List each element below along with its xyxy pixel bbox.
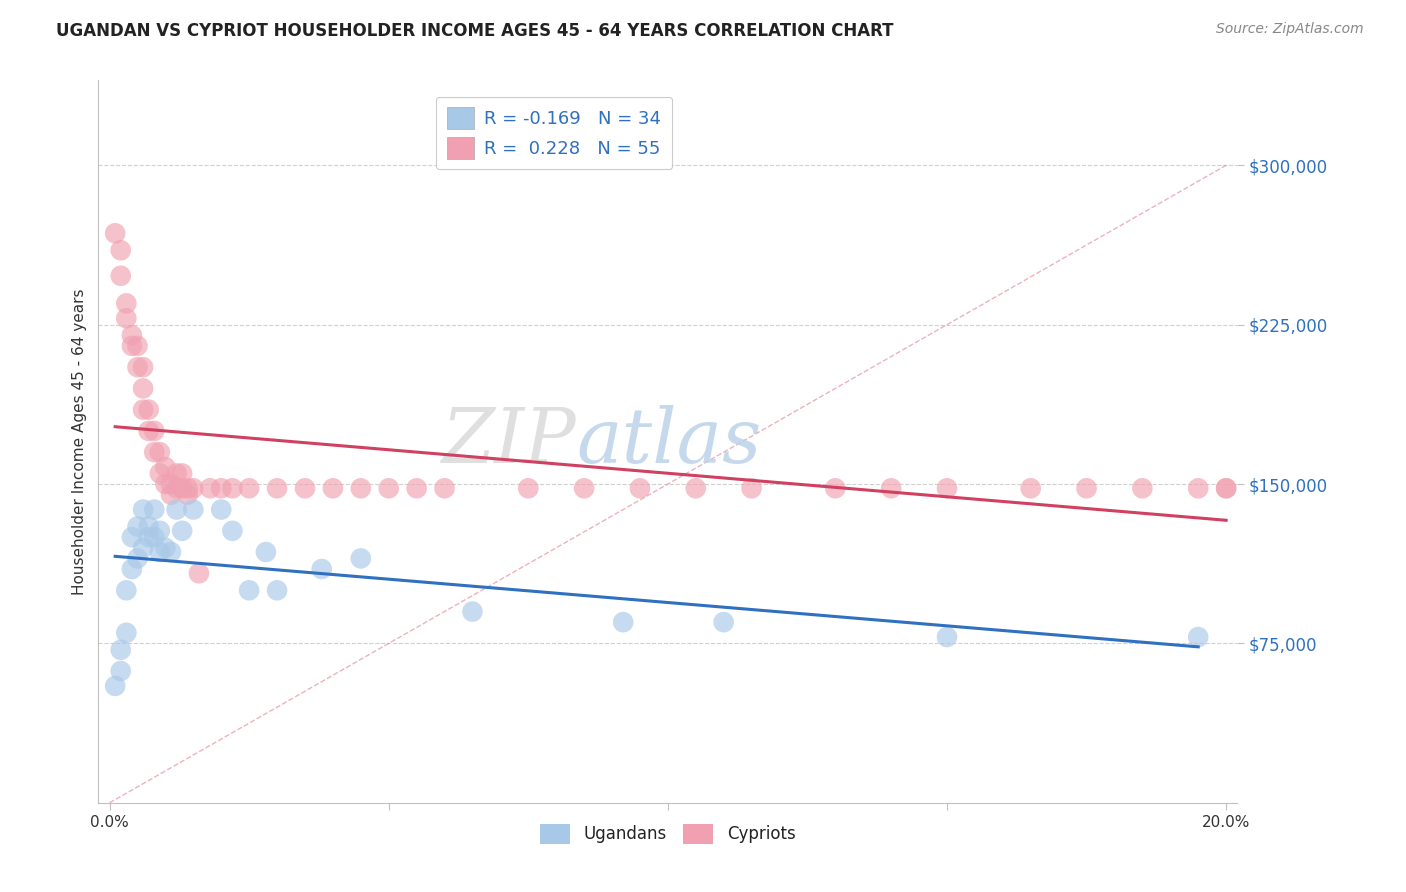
- Point: [177, 488, 200, 502]
- Point: [209, 502, 232, 516]
- Point: [377, 481, 399, 495]
- Point: [350, 551, 373, 566]
- Point: [1187, 630, 1209, 644]
- Point: [127, 360, 149, 375]
- Point: [149, 467, 172, 481]
- Point: [166, 502, 188, 516]
- Point: [166, 481, 188, 495]
- Point: [110, 268, 132, 283]
- Point: [936, 630, 959, 644]
- Point: [238, 481, 260, 495]
- Point: [172, 481, 194, 495]
- Point: [110, 244, 132, 258]
- Point: [143, 530, 166, 544]
- Point: [115, 625, 138, 640]
- Point: [405, 481, 427, 495]
- Point: [350, 481, 373, 495]
- Point: [183, 502, 205, 516]
- Point: [121, 339, 143, 353]
- Point: [110, 642, 132, 657]
- Point: [1019, 481, 1042, 495]
- Point: [322, 481, 344, 495]
- Point: [115, 311, 138, 326]
- Point: [221, 524, 243, 538]
- Point: [132, 381, 155, 395]
- Point: [138, 424, 160, 438]
- Point: [160, 477, 183, 491]
- Point: [104, 227, 127, 241]
- Point: [311, 562, 333, 576]
- Point: [166, 467, 188, 481]
- Text: atlas: atlas: [576, 405, 762, 478]
- Point: [517, 481, 540, 495]
- Point: [132, 541, 155, 555]
- Point: [713, 615, 735, 630]
- Point: [433, 481, 456, 495]
- Point: [221, 481, 243, 495]
- Point: [143, 502, 166, 516]
- Point: [115, 583, 138, 598]
- Point: [143, 445, 166, 459]
- Point: [254, 545, 277, 559]
- Point: [104, 679, 127, 693]
- Point: [143, 424, 166, 438]
- Point: [149, 545, 172, 559]
- Point: [127, 519, 149, 533]
- Point: [160, 488, 183, 502]
- Point: [127, 339, 149, 353]
- Point: [138, 530, 160, 544]
- Point: [266, 481, 288, 495]
- Point: [155, 477, 177, 491]
- Point: [160, 545, 183, 559]
- Point: [1076, 481, 1098, 495]
- Point: [294, 481, 316, 495]
- Point: [183, 481, 205, 495]
- Point: [209, 481, 232, 495]
- Point: [741, 481, 763, 495]
- Text: ZIP: ZIP: [441, 405, 576, 478]
- Point: [685, 481, 707, 495]
- Point: [266, 583, 288, 598]
- Point: [132, 360, 155, 375]
- Point: [936, 481, 959, 495]
- Point: [155, 460, 177, 475]
- Point: [612, 615, 634, 630]
- Point: [121, 562, 143, 576]
- Point: [572, 481, 595, 495]
- Point: [880, 481, 903, 495]
- Point: [149, 524, 172, 538]
- Point: [172, 467, 194, 481]
- Point: [155, 541, 177, 555]
- Point: [1215, 481, 1237, 495]
- Point: [1130, 481, 1153, 495]
- Point: [132, 502, 155, 516]
- Point: [461, 605, 484, 619]
- Point: [628, 481, 651, 495]
- Point: [198, 481, 221, 495]
- Point: [127, 551, 149, 566]
- Text: Source: ZipAtlas.com: Source: ZipAtlas.com: [1216, 22, 1364, 37]
- Point: [1187, 481, 1209, 495]
- Y-axis label: Householder Income Ages 45 - 64 years: Householder Income Ages 45 - 64 years: [72, 288, 87, 595]
- Legend: Ugandans, Cypriots: Ugandans, Cypriots: [531, 815, 804, 852]
- Point: [110, 664, 132, 678]
- Point: [1215, 481, 1237, 495]
- Point: [187, 566, 209, 581]
- Point: [115, 296, 138, 310]
- Point: [824, 481, 846, 495]
- Point: [121, 328, 143, 343]
- Text: UGANDAN VS CYPRIOT HOUSEHOLDER INCOME AGES 45 - 64 YEARS CORRELATION CHART: UGANDAN VS CYPRIOT HOUSEHOLDER INCOME AG…: [56, 22, 894, 40]
- Point: [177, 481, 200, 495]
- Point: [138, 402, 160, 417]
- Point: [138, 519, 160, 533]
- Point: [172, 524, 194, 538]
- Point: [238, 583, 260, 598]
- Point: [132, 402, 155, 417]
- Point: [149, 445, 172, 459]
- Point: [121, 530, 143, 544]
